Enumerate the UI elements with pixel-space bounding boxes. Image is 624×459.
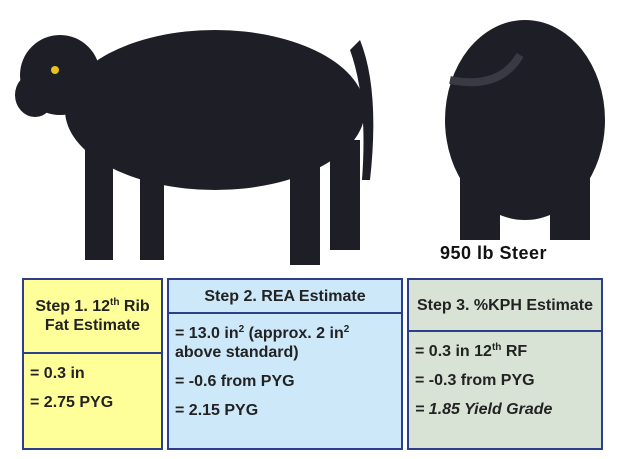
text-run: = 13.0 in (175, 325, 239, 342)
superscript: th (491, 342, 502, 353)
text-run: = -0.3 from PYG (415, 372, 535, 389)
superscript: 2 (343, 324, 350, 335)
step-box: Step 1. 12th Rib Fat Estimate = 0.3 in = 2… (22, 278, 163, 450)
step-line: = 13.0 in2 (approx. 2 in2 above standard… (169, 324, 401, 362)
text-run: = 0.3 in 12 (415, 343, 492, 360)
header-text: Step 2. REA Estimate (204, 287, 365, 306)
text-run: Step 1. 12 (35, 298, 111, 315)
superscript: 2 (238, 324, 245, 335)
step-box: Step 2. REA Estimate = 13.0 in2 (approx. … (167, 278, 403, 450)
header-text: Step 3. %KPH Estimate (417, 296, 593, 315)
text-run: = 1.85 Yield Grade (415, 401, 553, 418)
steer-rear-photo (445, 20, 605, 240)
superscript: th (110, 297, 120, 308)
text-run: Step 2. REA Estimate (204, 287, 366, 305)
header-text: Step 1. 12th Rib Fat Estimate (30, 297, 155, 335)
photos (15, 20, 605, 265)
step-box: Step 3. %KPH Estimate = 0.3 in 12th RF = -… (407, 278, 603, 450)
step-line: = 0.3 in (24, 364, 161, 383)
step-header: Step 3. %KPH Estimate (409, 280, 601, 332)
text-run: = 2.75 PYG (30, 394, 114, 411)
text-run: RF (501, 343, 528, 360)
step-line: = -0.3 from PYG (409, 371, 601, 390)
step-line: = 0.3 in 12th RF (409, 342, 601, 361)
steer-side-photo (15, 30, 374, 265)
text-run: Rib Fat Estimate (44, 298, 150, 334)
step-header: Step 2. REA Estimate (169, 280, 401, 314)
text-run: = 2.15 PYG (175, 402, 259, 419)
step-line: = 2.75 PYG (24, 393, 161, 412)
step-line: = 1.85 Yield Grade (409, 400, 601, 419)
text-run: Step 3. %KPH Estimate (416, 296, 594, 314)
step-line: = 2.15 PYG (169, 401, 401, 420)
text-run: above standard) (175, 344, 299, 361)
caption: 950 lb Steer (440, 243, 548, 263)
step-header: Step 1. 12th Rib Fat Estimate (24, 280, 161, 354)
text-run: = 0.3 in (30, 365, 85, 382)
step-line: = -0.6 from PYG (169, 372, 401, 391)
text-run: (approx. 2 in (244, 325, 344, 342)
text-run: = -0.6 from PYG (175, 373, 295, 390)
